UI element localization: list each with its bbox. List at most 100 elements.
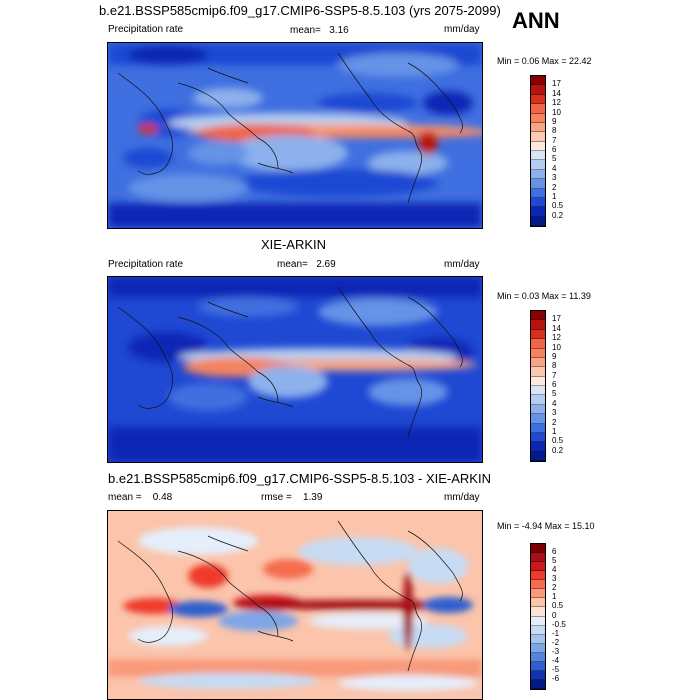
colorbar-swatch	[531, 625, 545, 635]
colorbar-swatch	[531, 634, 545, 644]
colorbar-tick-label: 14	[552, 88, 561, 98]
panel3-mean-label: mean =	[108, 492, 142, 503]
panel3-mean: mean = 0.48	[108, 492, 172, 503]
colorbar-tick-label: 1	[552, 191, 557, 201]
colorbar-tick-label: 4	[552, 398, 557, 408]
colorbar-swatch	[531, 544, 545, 554]
colorbar-swatch	[531, 386, 545, 396]
panel2-mean-label: mean=	[277, 259, 308, 270]
panel2-map	[107, 276, 483, 463]
panel3-title: b.e21.BSSP585cmip6.f09_g17.CMIP6-SSP5-8.…	[108, 471, 491, 486]
colorbar-swatch	[531, 670, 545, 680]
colorbar-tick-label: 7	[552, 370, 557, 380]
colorbar-tick-label: 6	[552, 380, 557, 389]
panel1-coastlines	[117, 52, 463, 204]
colorbar-swatch	[531, 151, 545, 161]
colorbar-tick-label: -6	[552, 673, 560, 683]
colorbar-tick-label: 5	[552, 389, 557, 399]
colorbar-tick-label: 3	[552, 408, 557, 418]
panel1-title: b.e21.BSSP585cmip6.f09_g17.CMIP6-SSP5-8.…	[99, 3, 501, 18]
colorbar-swatch	[531, 216, 545, 226]
colorbar-tick-label: 2	[552, 583, 557, 593]
colorbar-tick-label: 4	[552, 163, 557, 173]
colorbar-swatch	[531, 376, 545, 386]
colorbar-tick-label: 0.5	[552, 601, 564, 611]
panel3-minmax: Min = -4.94 Max = 15.10	[497, 521, 595, 531]
colorbar-tick-label: -4	[552, 655, 560, 665]
panel2-units: mm/day	[444, 259, 480, 270]
panel1-mean: mean= 3.16	[290, 25, 349, 36]
colorbar-swatch	[531, 589, 545, 599]
colorbar-swatch	[531, 329, 545, 340]
panel3-rmse: rmse = 1.39	[261, 492, 322, 503]
colorbar-swatch	[531, 104, 545, 114]
panel2-mean: mean= 2.69	[277, 259, 336, 270]
panel2-map-field	[108, 277, 482, 462]
panel3-mean-value: 0.48	[152, 492, 173, 503]
colorbar-swatch	[531, 160, 545, 170]
colorbar-swatch	[531, 179, 545, 189]
colorbar-tick-label: 1	[552, 592, 557, 602]
colorbar-swatch	[531, 571, 545, 581]
colorbar-swatch	[531, 357, 545, 368]
colorbar-swatch	[531, 311, 545, 321]
colorbar-swatch	[531, 132, 545, 142]
colorbar-tick-label: 5	[552, 556, 557, 566]
colorbar-swatch	[531, 76, 545, 86]
panel2-coastlines	[117, 286, 463, 438]
panel1-map-field	[108, 43, 482, 228]
colorbar-tick-label: 9	[552, 351, 557, 361]
colorbar-swatch	[531, 367, 545, 377]
panel3-rmse-label: rmse =	[261, 492, 292, 503]
colorbar-tick-label: 0.5	[552, 436, 564, 446]
colorbar-swatch	[531, 85, 545, 95]
panel2-colorbar	[530, 310, 546, 462]
colorbar-tick-label: -1	[552, 628, 560, 638]
colorbar-swatch	[531, 553, 545, 563]
colorbar-swatch	[531, 451, 545, 461]
colorbar-swatch	[531, 616, 545, 626]
colorbar-swatch	[531, 661, 545, 671]
panel2-variable-label: Precipitation rate	[108, 259, 184, 270]
colorbar-swatch	[531, 141, 545, 151]
colorbar-swatch	[531, 395, 545, 405]
colorbar-swatch	[531, 414, 545, 424]
colorbar-tick-label: 8	[552, 361, 557, 371]
colorbar-tick-label: -5	[552, 664, 560, 674]
panel3-coastlines	[117, 520, 463, 672]
colorbar-tick-label: 2	[552, 182, 557, 192]
colorbar-tick-label: 1	[552, 426, 557, 436]
colorbar-swatch	[531, 197, 545, 208]
colorbar-swatch	[531, 188, 545, 198]
colorbar-tick-label: 3	[552, 173, 557, 183]
colorbar-tick-label: -2	[552, 637, 560, 647]
colorbar-swatch	[531, 442, 545, 452]
panel3-map-field	[108, 511, 482, 699]
colorbar-tick-label: 7	[552, 135, 557, 145]
colorbar-swatch	[531, 432, 545, 443]
colorbar-swatch	[531, 404, 545, 415]
colorbar-tick-label: 0	[552, 610, 557, 620]
colorbar-tick-label: 8	[552, 126, 557, 136]
colorbar-swatch	[531, 643, 545, 653]
colorbar-tick-label: 4	[552, 565, 557, 575]
colorbar-tick-label: 6	[552, 547, 557, 557]
colorbar-tick-label: 0.5	[552, 201, 564, 211]
colorbar-tick-label: 12	[552, 98, 561, 108]
colorbar-swatch	[531, 339, 545, 349]
season-label: ANN	[512, 8, 560, 33]
panel3-units: mm/day	[444, 492, 480, 503]
colorbar-tick-label: 0.2	[552, 210, 564, 220]
colorbar-tick-label: 17	[552, 79, 561, 89]
colorbar-swatch	[531, 94, 545, 105]
colorbar-tick-label: 9	[552, 116, 557, 126]
colorbar-swatch	[531, 607, 545, 617]
panel1-variable-label: Precipitation rate	[108, 24, 184, 35]
colorbar-swatch	[531, 562, 545, 572]
colorbar-tick-label: 3	[552, 574, 557, 584]
panel3-map	[107, 510, 483, 700]
colorbar-tick-label: 10	[552, 107, 561, 117]
colorbar-swatch	[531, 423, 545, 433]
panel3-colorbar	[530, 543, 546, 690]
colorbar-tick-label: 0.2	[552, 445, 564, 455]
